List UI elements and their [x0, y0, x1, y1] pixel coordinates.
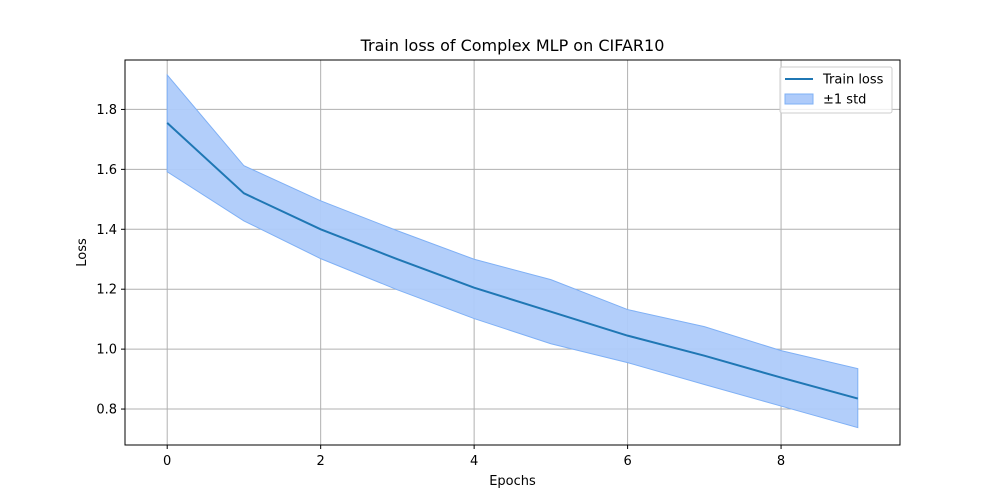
x-tick-label: 2	[317, 454, 325, 469]
y-tick-label: 0.8	[96, 403, 117, 418]
y-tick-label: 1.0	[96, 343, 117, 358]
x-tick-label: 6	[623, 454, 631, 469]
series-line-layer	[166, 122, 859, 400]
legend-entry-train-loss: Train loss	[822, 73, 884, 88]
x-tick-label: 4	[470, 454, 478, 469]
series-line-train-loss	[166, 122, 859, 400]
y-tick-label: 1.6	[96, 163, 117, 178]
legend-entry-std: ±1 std	[823, 93, 866, 108]
y-axis-ticks: 0.8 1.0 1.2 1.4 1.6 1.8	[96, 103, 125, 418]
y-tick-label: 1.2	[96, 283, 117, 298]
plot-area-frame	[124, 59, 901, 446]
legend: Train loss ±1 std	[779, 66, 893, 114]
legend-band-swatch	[784, 93, 814, 105]
y-tick-label: 1.8	[96, 103, 117, 118]
x-tick-label: 8	[777, 454, 785, 469]
y-axis-label: Loss	[75, 238, 90, 267]
x-axis-label: Epochs	[489, 474, 536, 489]
x-axis-ticks: 0 2 4 6 8	[163, 445, 785, 469]
std-band-layer	[166, 73, 859, 429]
x-tick-label: 0	[163, 454, 171, 469]
chart-title: Train loss of Complex MLP on CIFAR10	[360, 36, 665, 55]
y-tick-label: 1.4	[96, 223, 117, 238]
grid	[125, 60, 900, 445]
std-band	[166, 73, 859, 429]
